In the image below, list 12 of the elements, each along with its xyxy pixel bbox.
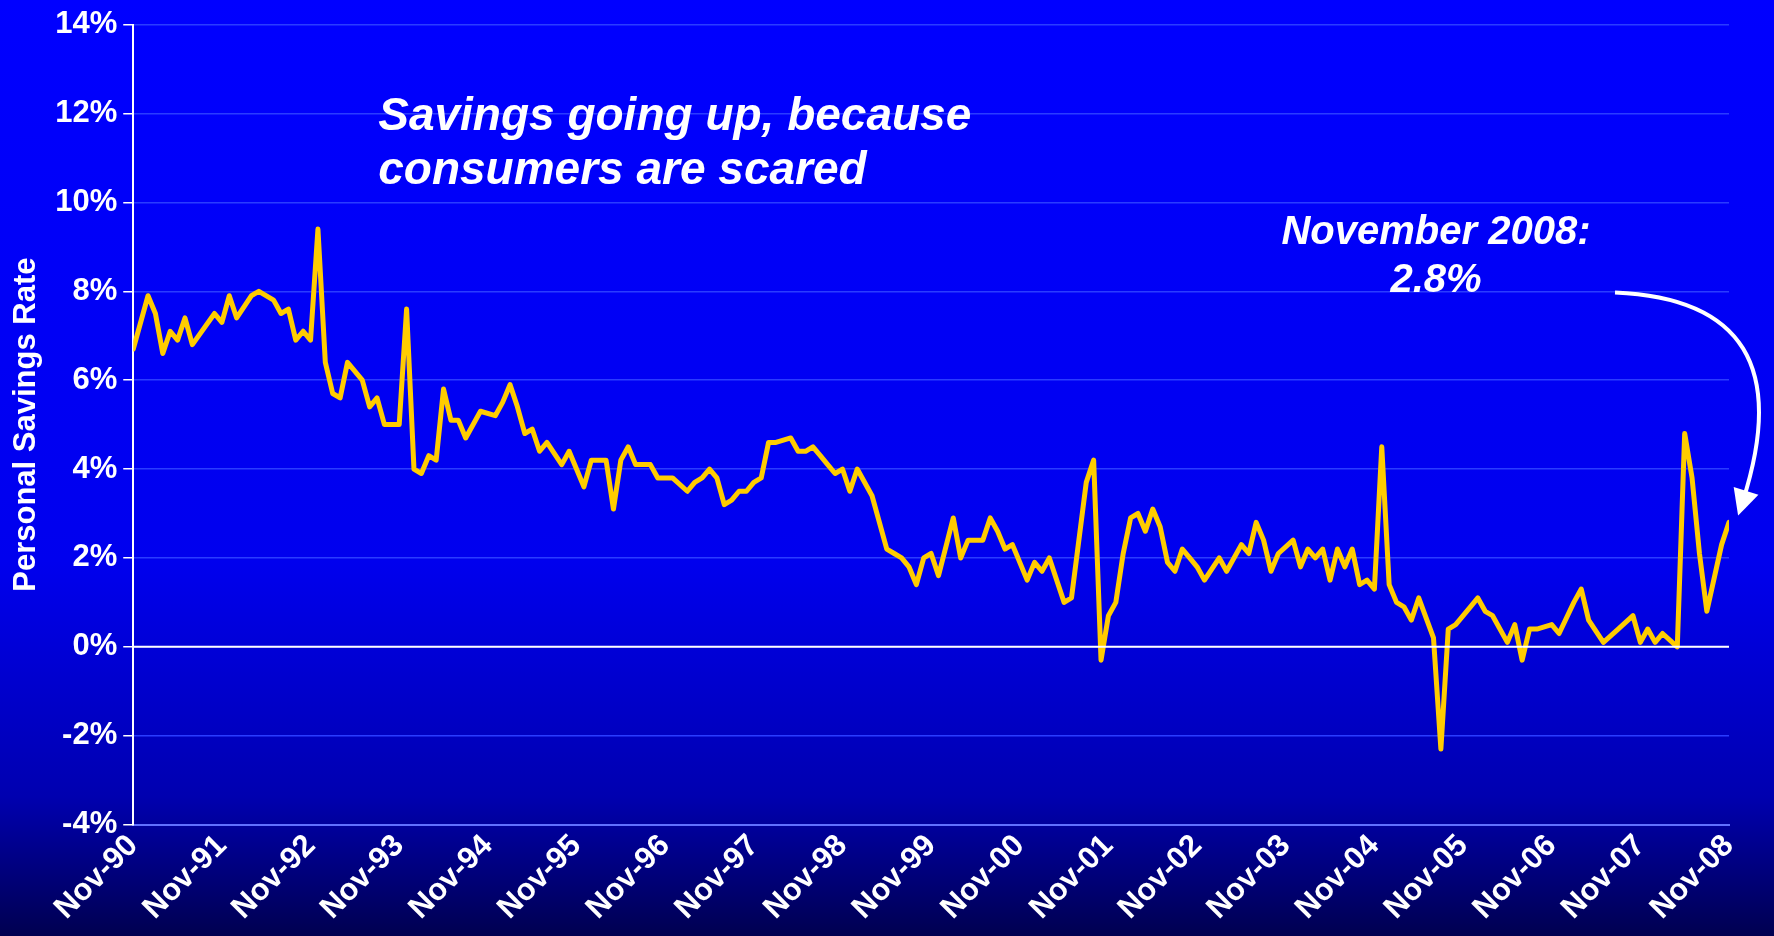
- y-tick-label: 10%: [55, 182, 118, 218]
- y-tick-label: 8%: [72, 271, 118, 307]
- y-tick-label: 4%: [72, 449, 118, 485]
- y-axis-title: Personal Savings Rate: [7, 257, 43, 592]
- annotation: Savings going up, because consumers are scared: [378, 86, 973, 195]
- y-tick-label: 0%: [72, 627, 118, 663]
- y-tick-label: 14%: [55, 5, 118, 41]
- annotation: November 2008: 2.8%: [1280, 207, 1592, 303]
- y-tick-label: 2%: [72, 538, 118, 574]
- y-tick-label: -2%: [62, 716, 118, 752]
- y-tick-label: 12%: [55, 94, 118, 130]
- y-tick-label: 6%: [72, 360, 118, 396]
